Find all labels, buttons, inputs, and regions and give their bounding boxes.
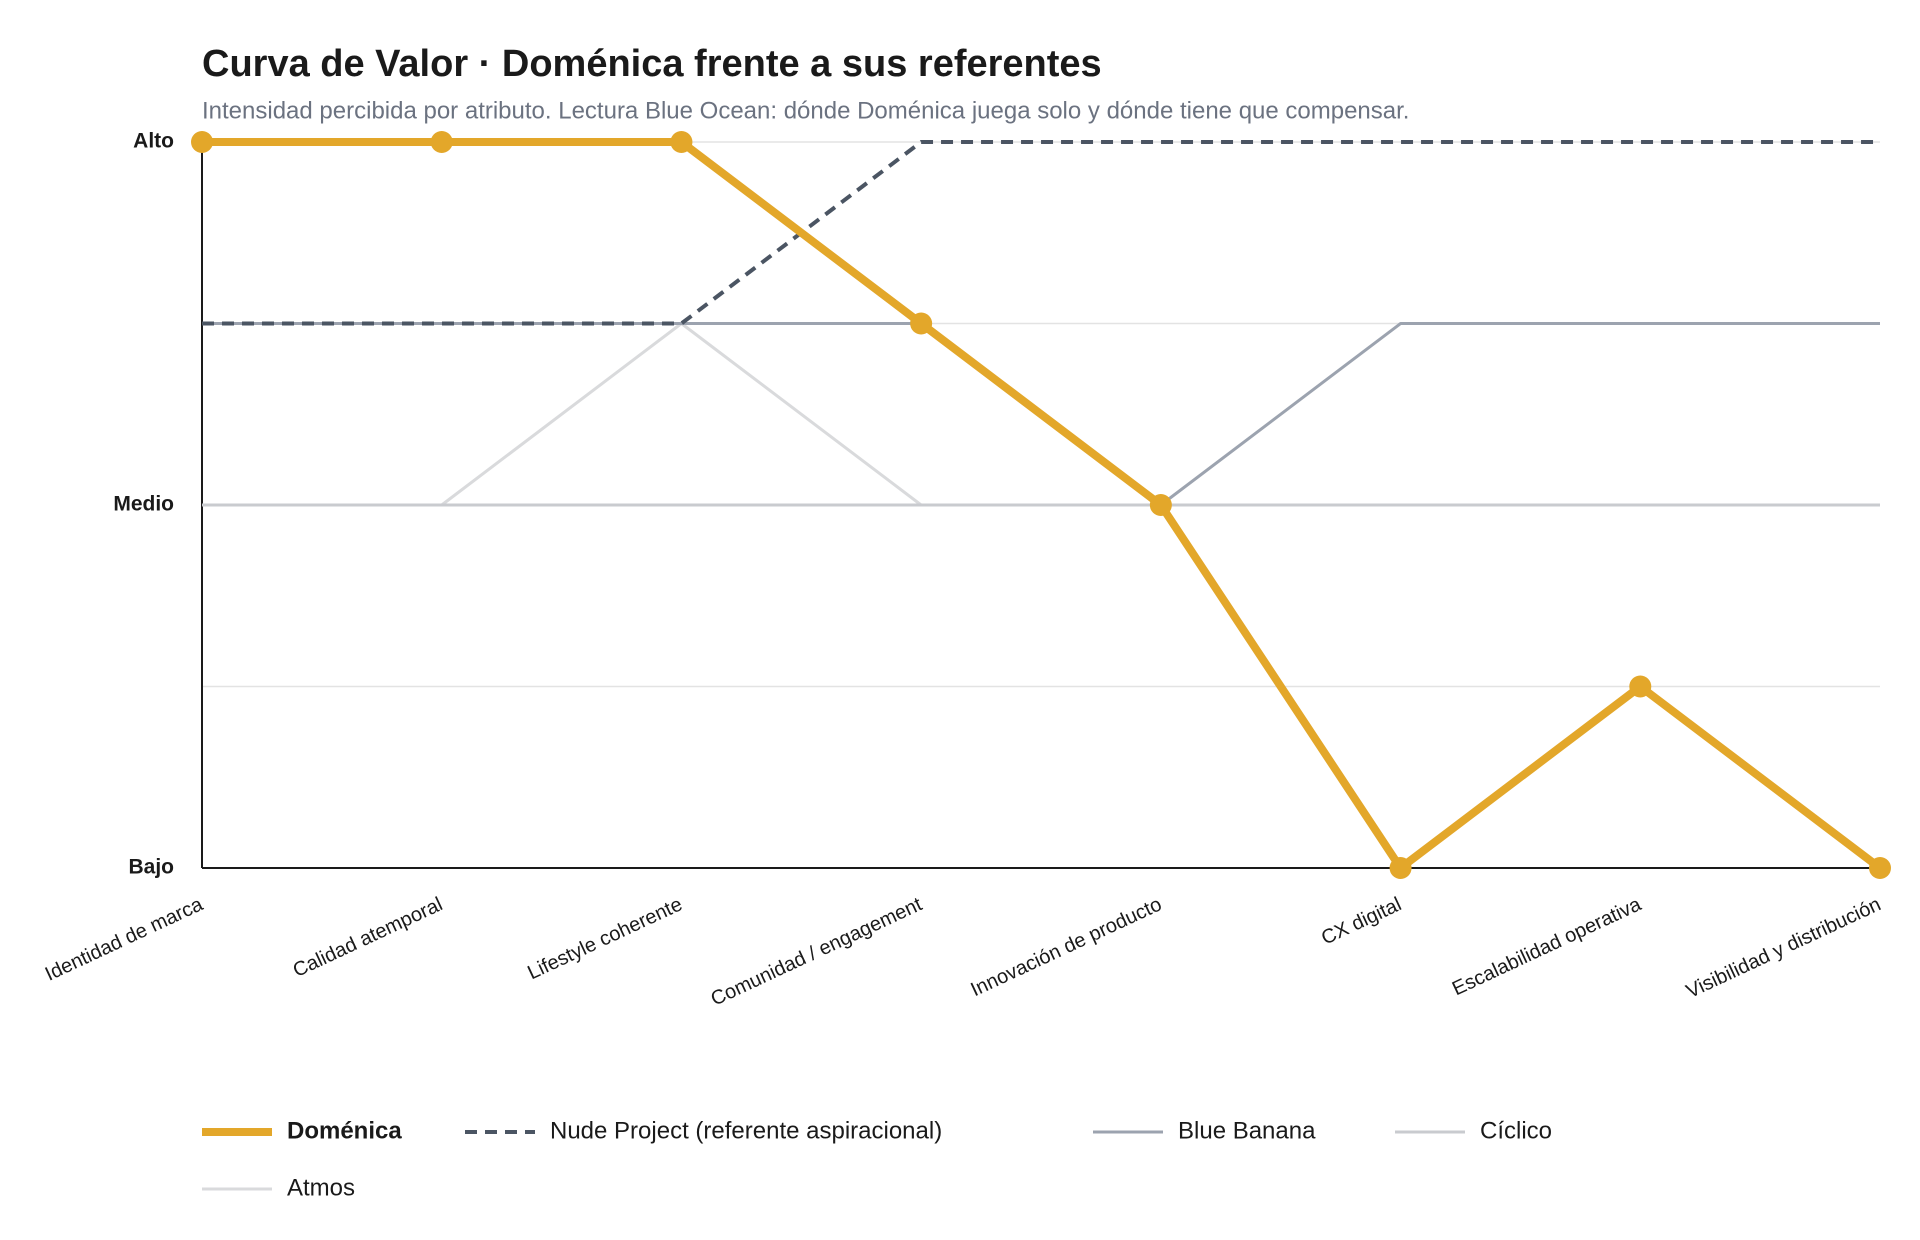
series-line bbox=[202, 138, 1883, 872]
legend-label: Nude Project (referente aspiracional) bbox=[550, 1117, 942, 1144]
point bbox=[430, 131, 453, 153]
point bbox=[1629, 675, 1652, 698]
x-tick-label: Calidad atemporal bbox=[290, 893, 446, 982]
x-tick-label: Lifestyle coherente bbox=[524, 893, 685, 984]
x-tick-label: Comunidad / engagement bbox=[708, 893, 926, 1010]
point bbox=[191, 131, 213, 153]
point bbox=[1869, 857, 1891, 879]
point bbox=[910, 312, 933, 335]
x-tick-label: Escalabilidad operativa bbox=[1449, 893, 1646, 1000]
legend-label: Blue Banana bbox=[1178, 1117, 1316, 1144]
x-tick-label: Innovación de producto bbox=[967, 893, 1165, 1001]
y-tick-label: Medio bbox=[113, 493, 174, 516]
point bbox=[670, 131, 693, 153]
legend-label: Cíclico bbox=[1480, 1117, 1552, 1144]
legend-label: Atmos bbox=[287, 1174, 355, 1201]
chart-title: Curva de Valor · Doménica frente a sus r… bbox=[202, 43, 1102, 85]
x-tick-label: Visibilidad y distribución bbox=[1683, 893, 1884, 1003]
legend-label: Doménica bbox=[287, 1117, 402, 1144]
x-tick-label: Identidad de marca bbox=[42, 893, 207, 986]
point bbox=[1149, 494, 1172, 516]
y-tick-label: Alto bbox=[133, 130, 174, 153]
point bbox=[1389, 857, 1412, 879]
series-line bbox=[202, 140, 1880, 326]
chart-subtitle: Intensidad percibida por atributo. Lectu… bbox=[202, 97, 1409, 124]
x-tick-label: CX digital bbox=[1318, 893, 1405, 949]
y-tick-label: Bajo bbox=[128, 856, 174, 879]
